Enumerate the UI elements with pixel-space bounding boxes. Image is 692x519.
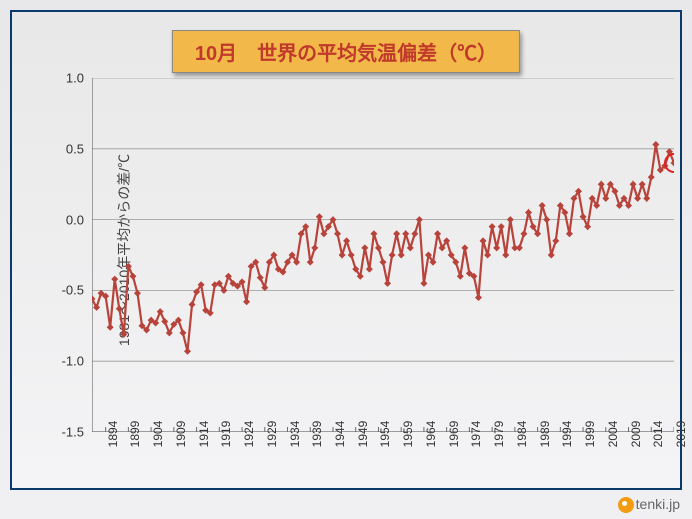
y-tick-label: -1.0 <box>62 354 84 369</box>
x-tick-label: 1924 <box>242 421 256 448</box>
x-tick-label: 1959 <box>401 421 415 448</box>
x-tick-label: 1989 <box>538 421 552 448</box>
x-tick-label: 1944 <box>333 421 347 448</box>
x-tick-label: 1914 <box>197 421 211 448</box>
x-tick-label: 1964 <box>424 421 438 448</box>
x-tick-label: 1949 <box>356 421 370 448</box>
attribution: tenki.jp <box>618 496 680 513</box>
chart-title: 10月 世界の平均気温偏差（℃） <box>172 30 520 73</box>
x-tick-label: 1979 <box>492 421 506 448</box>
x-tick-label: 1894 <box>106 421 120 448</box>
x-tick-label: 1919 <box>219 421 233 448</box>
x-tick-label: 2009 <box>629 421 643 448</box>
x-tick-label: 1904 <box>151 421 165 448</box>
x-tick-label: 2004 <box>606 421 620 448</box>
chart-frame: 10月 世界の平均気温偏差（℃） 1981～2010年平均からの差/℃ -1.5… <box>10 10 682 490</box>
x-tick-label: 1954 <box>378 421 392 448</box>
x-tick-label: 1939 <box>310 421 324 448</box>
attribution-text: tenki.jp <box>636 496 680 512</box>
x-tick-label: 1909 <box>174 421 188 448</box>
y-tick-label: 0.5 <box>66 141 84 156</box>
sun-icon <box>618 497 634 513</box>
chart-plot <box>92 78 674 432</box>
x-tick-label: 2019 <box>674 421 688 448</box>
x-tick-label: 1974 <box>469 421 483 448</box>
y-tick-label: 0.0 <box>66 212 84 227</box>
x-tick-label: 1984 <box>515 421 529 448</box>
x-tick-label: 1929 <box>265 421 279 448</box>
x-tick-label: 1934 <box>288 421 302 448</box>
x-tick-label: 2014 <box>651 421 665 448</box>
x-tick-label: 1969 <box>447 421 461 448</box>
y-tick-label: -0.5 <box>62 283 84 298</box>
y-tick-label: -1.5 <box>62 425 84 440</box>
x-tick-label: 1994 <box>560 421 574 448</box>
y-tick-label: 1.0 <box>66 71 84 86</box>
x-tick-label: 1999 <box>583 421 597 448</box>
x-tick-label: 1899 <box>128 421 142 448</box>
